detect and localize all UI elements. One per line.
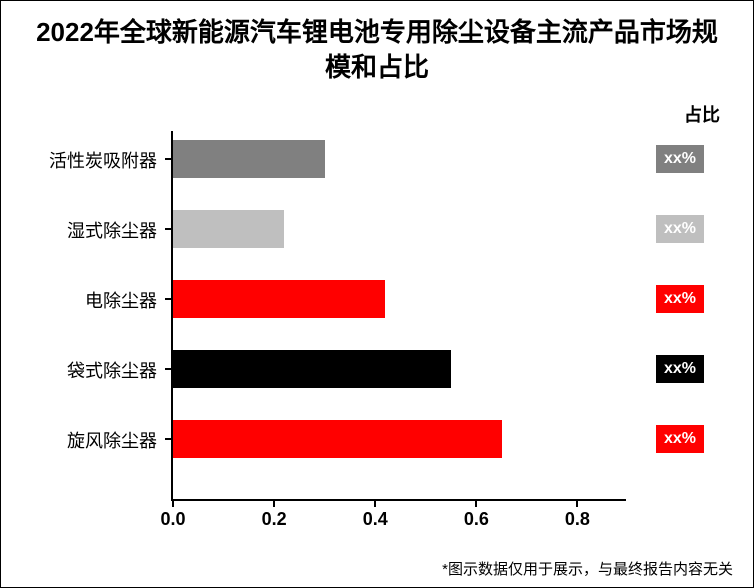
share-badge: xx% [656,285,704,313]
x-tick [374,499,376,507]
y-tick [165,228,173,230]
x-tick-label: 0.0 [160,509,185,530]
bar [173,210,284,248]
x-tick-label: 0.4 [363,509,388,530]
category-label: 旋风除尘器 [0,427,157,453]
share-badge: xx% [656,355,704,383]
x-tick [172,499,174,507]
category-label: 湿式除尘器 [0,217,157,243]
plot-area: 0.00.20.40.60.8 [171,131,626,501]
chart-title: 2022年全球新能源汽车锂电池专用除尘设备主流产品市场规模和占比 [1,1,753,91]
x-tick [576,499,578,507]
x-tick-label: 0.6 [464,509,489,530]
share-badge: xx% [656,215,704,243]
x-tick-label: 0.8 [565,509,590,530]
share-badge: xx% [656,145,704,173]
y-tick [165,158,173,160]
category-label: 袋式除尘器 [0,357,157,383]
y-tick [165,298,173,300]
x-tick-label: 0.2 [262,509,287,530]
share-header: 占比 [684,101,720,127]
category-label: 电除尘器 [0,287,157,313]
y-tick [165,368,173,370]
footnote: *图示数据仅用于展示，与最终报告内容无关 [442,558,733,579]
bar [173,350,451,388]
y-tick [165,438,173,440]
bar [173,140,325,178]
category-label: 活性炭吸附器 [0,147,157,173]
share-badge: xx% [656,425,704,453]
x-tick [273,499,275,507]
x-tick [475,499,477,507]
bar [173,280,385,318]
bar [173,420,502,458]
